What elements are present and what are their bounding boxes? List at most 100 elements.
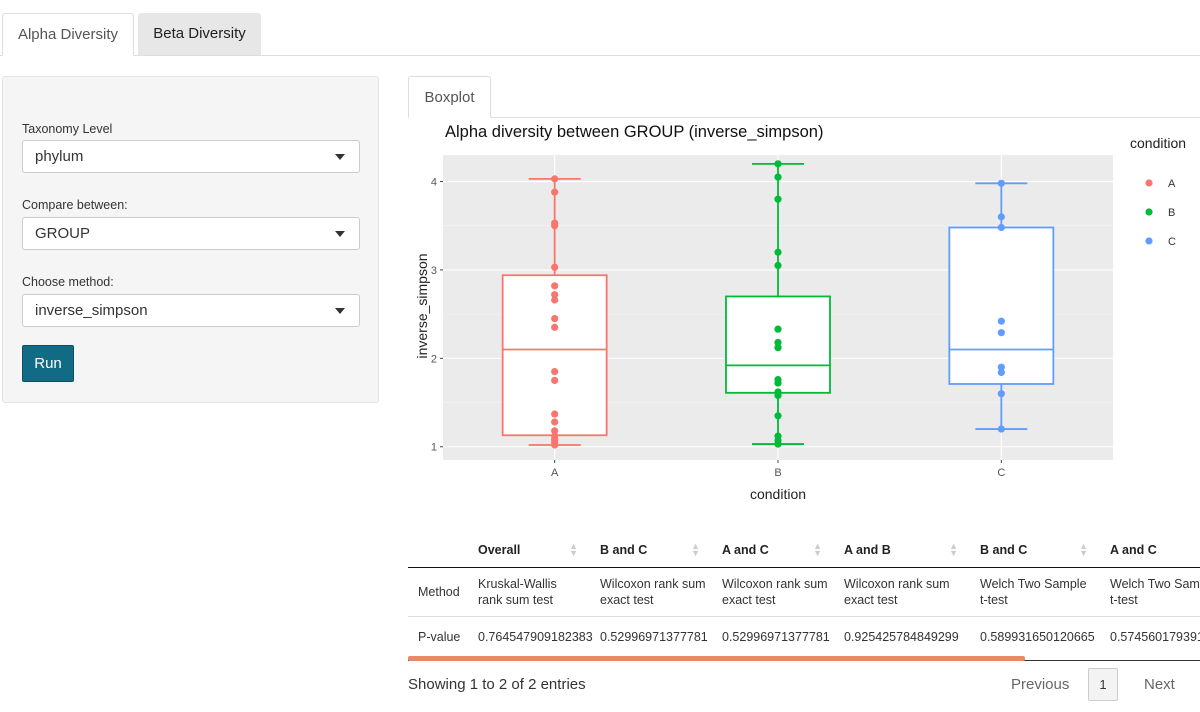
column-header[interactable]: A and C bbox=[1100, 533, 1200, 568]
column-header[interactable]: B and C ▲ ▼ bbox=[970, 533, 1100, 568]
taxonomy-level-value: phylum bbox=[35, 148, 84, 165]
table-row: Method Kruskal-Wallis rank sum test Wilc… bbox=[408, 568, 1200, 617]
chevron-down-icon bbox=[335, 231, 345, 237]
tab-boxplot[interactable]: Boxplot bbox=[408, 76, 491, 118]
compare-between-select[interactable]: GROUP bbox=[22, 217, 360, 250]
table-cell: P-value bbox=[408, 616, 468, 657]
page-1-button[interactable]: 1 bbox=[1088, 668, 1118, 701]
data-point bbox=[551, 427, 559, 435]
x-tick-label: C bbox=[997, 467, 1005, 479]
y-tick-label: 3 bbox=[431, 265, 437, 277]
data-point bbox=[774, 195, 782, 203]
data-point bbox=[774, 173, 782, 181]
column-header-label: A and B bbox=[844, 543, 891, 557]
legend-title: condition bbox=[1130, 135, 1186, 151]
legend-swatch bbox=[1145, 208, 1153, 216]
data-point bbox=[997, 179, 1005, 187]
data-point bbox=[551, 222, 559, 230]
data-point bbox=[774, 160, 782, 168]
data-point bbox=[774, 261, 782, 270]
table-cell: 0.574560179391 bbox=[1100, 616, 1200, 657]
column-header-label: A and C bbox=[722, 543, 769, 557]
box-group-c bbox=[948, 179, 1055, 433]
column-header[interactable]: B and C ▲ ▼ bbox=[590, 533, 712, 568]
data-point bbox=[551, 314, 559, 323]
column-header-label: Overall bbox=[478, 543, 521, 557]
data-point bbox=[997, 213, 1005, 221]
taxonomy-level-select[interactable]: phylum bbox=[22, 140, 360, 173]
data-point bbox=[551, 282, 559, 290]
chevron-down-icon bbox=[335, 308, 345, 314]
table-cell: 0.52996971377781 bbox=[712, 616, 834, 657]
x-tick-label: B bbox=[774, 467, 781, 479]
axes: 1 2 3 4 A B C bbox=[431, 177, 1005, 479]
y-axis-title: inverse_simpson bbox=[414, 253, 430, 358]
box bbox=[948, 226, 1055, 385]
previous-page-button[interactable]: Previous bbox=[1011, 676, 1070, 693]
sort-icon: ▲ ▼ bbox=[569, 541, 578, 558]
data-point bbox=[774, 325, 782, 333]
sort-icon: ▲ ▼ bbox=[691, 541, 700, 558]
data-point bbox=[774, 379, 782, 387]
column-header bbox=[408, 533, 468, 568]
legend: condition A B C bbox=[1130, 135, 1186, 248]
legend-label: A bbox=[1168, 178, 1176, 190]
data-point bbox=[551, 323, 559, 331]
sort-icon: ▲ ▼ bbox=[1079, 541, 1088, 558]
next-page-button[interactable]: Next bbox=[1144, 676, 1175, 693]
tab-beta-diversity[interactable]: Beta Diversity bbox=[138, 13, 261, 55]
column-header[interactable]: Overall ▲ ▼ bbox=[468, 533, 590, 568]
data-point bbox=[551, 418, 559, 426]
legend-swatch bbox=[1145, 179, 1153, 187]
data-point bbox=[551, 376, 559, 385]
table-cell: 0.52996971377781 bbox=[590, 616, 712, 657]
main-tab-bar: Alpha Diversity Beta Diversity bbox=[0, 0, 1200, 56]
column-header-label: B and C bbox=[980, 543, 1028, 557]
column-header-label: B and C bbox=[600, 543, 648, 557]
table-info: Showing 1 to 2 of 2 entries bbox=[408, 676, 586, 693]
table-cell: Wilcoxon rank sum exact test bbox=[722, 577, 828, 607]
data-point bbox=[997, 223, 1005, 232]
data-point bbox=[774, 440, 782, 448]
table-cell: 0.925425784849299 bbox=[834, 616, 970, 657]
chart-title: Alpha diversity between GROUP (inverse_s… bbox=[445, 123, 823, 141]
table-header-row: Overall ▲ ▼ B and C ▲ ▼ A and C ▲ ▼ A and B ▲ ▼ … bbox=[408, 533, 1200, 568]
boxes bbox=[501, 160, 1055, 449]
plot-tab-bar: Boxplot bbox=[408, 76, 1200, 118]
box-group-b bbox=[725, 160, 831, 448]
stats-table-container: Overall ▲ ▼ B and C ▲ ▼ A and C ▲ ▼ A and B ▲ ▼ … bbox=[408, 533, 1200, 663]
choose-method-label: Choose method: bbox=[22, 275, 114, 289]
data-point bbox=[551, 296, 559, 304]
data-point bbox=[551, 410, 559, 418]
sort-icon: ▲ ▼ bbox=[813, 541, 822, 558]
choose-method-select[interactable]: inverse_simpson bbox=[22, 294, 360, 327]
table-cell: Wilcoxon rank sum exact test bbox=[844, 577, 950, 607]
column-header[interactable]: A and B ▲ ▼ bbox=[834, 533, 970, 568]
data-point bbox=[551, 263, 559, 271]
table-cell: Method bbox=[418, 585, 460, 599]
table-cell: Welch Two Sample t-test bbox=[1110, 577, 1200, 607]
data-point bbox=[774, 391, 782, 400]
data-point bbox=[997, 368, 1005, 377]
table-row: P-value 0.764547909182383 0.529969713777… bbox=[408, 616, 1200, 657]
y-tick-label: 1 bbox=[431, 442, 437, 454]
data-point bbox=[997, 425, 1005, 433]
column-header[interactable]: A and C ▲ ▼ bbox=[712, 533, 834, 568]
box-group-a bbox=[501, 175, 608, 449]
x-tick-label: A bbox=[551, 467, 559, 479]
run-button[interactable]: Run bbox=[22, 345, 74, 382]
data-point bbox=[551, 188, 559, 196]
boxplot-chart: Alpha diversity between GROUP (inverse_s… bbox=[414, 123, 1186, 502]
tab-alpha-diversity[interactable]: Alpha Diversity bbox=[2, 13, 134, 56]
sort-icon: ▲ ▼ bbox=[949, 541, 958, 558]
choose-method-value: inverse_simpson bbox=[35, 302, 148, 319]
horizontal-scrollbar[interactable] bbox=[408, 656, 1025, 661]
data-point bbox=[997, 363, 1005, 371]
stats-table: Overall ▲ ▼ B and C ▲ ▼ A and C ▲ ▼ A and B ▲ ▼ … bbox=[408, 533, 1200, 657]
data-point bbox=[774, 412, 782, 420]
table-cell: Kruskal-Wallis rank sum test bbox=[478, 577, 557, 607]
data-point bbox=[551, 175, 559, 183]
table-cell: 0.764547909182383 bbox=[468, 616, 593, 657]
data-point bbox=[551, 291, 559, 299]
x-axis-title: condition bbox=[750, 486, 806, 502]
